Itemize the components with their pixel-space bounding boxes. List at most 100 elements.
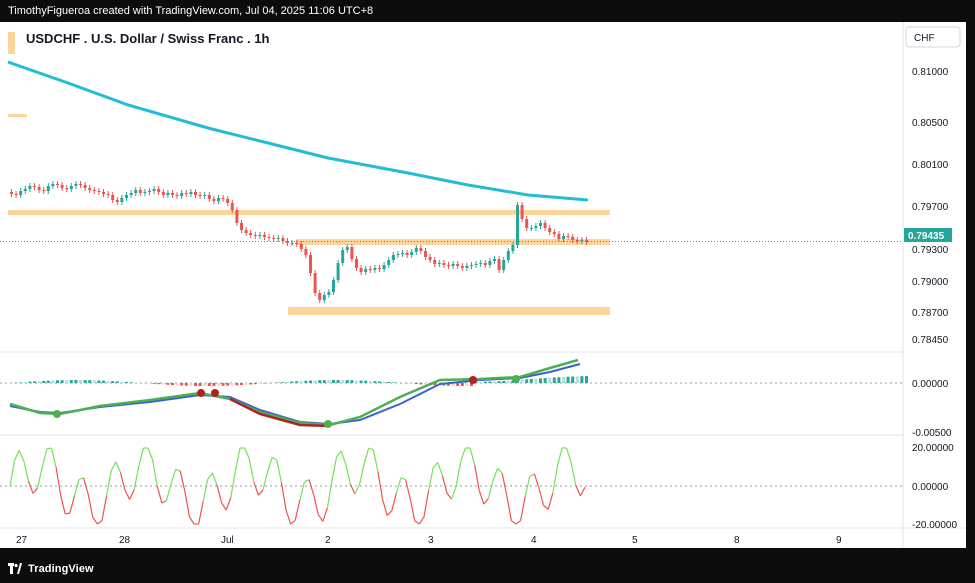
price-axis[interactable]: 0.81000 0.80500 0.80100 0.79700 0.79300 … <box>912 67 949 346</box>
macd-histogram-bar <box>244 383 248 385</box>
candle-body <box>65 188 69 189</box>
candle-body <box>189 192 193 194</box>
osc-segment <box>179 470 186 491</box>
osc-segment <box>423 490 430 517</box>
macd-histogram-bar <box>529 379 533 383</box>
candle-body <box>180 193 184 196</box>
candle-body <box>497 259 501 270</box>
candle-body <box>382 265 386 269</box>
candle-body <box>313 273 317 293</box>
macd-histogram-bar <box>37 381 41 383</box>
candle-body <box>148 191 151 192</box>
candle-body <box>391 255 395 260</box>
macd-histogram-bar <box>364 380 368 383</box>
macd-histogram-bar <box>534 378 538 383</box>
candle-body <box>157 189 161 192</box>
macd-histogram-bar <box>465 383 469 386</box>
macd-histogram-bar <box>493 381 496 383</box>
osc-segment <box>566 447 572 464</box>
osc-segment <box>60 494 66 515</box>
candle-body <box>253 235 257 236</box>
macd-histogram-bar <box>281 382 285 383</box>
footer-brand: TradingView <box>28 563 94 575</box>
candle-body <box>506 251 510 260</box>
macd-histogram-bar <box>456 383 460 386</box>
candle-body <box>359 268 363 272</box>
chart-area[interactable]: USDCHF . U.S. Dollar / Swiss Franc . 1h … <box>0 22 966 548</box>
price-tick: 0.78450 <box>912 335 949 346</box>
zone-rect <box>8 114 27 117</box>
time-axis[interactable]: 27 28 Jul 2 3 4 5 8 9 <box>16 535 842 546</box>
candle-body <box>373 268 377 270</box>
macd-histogram-bar <box>341 380 345 383</box>
macd-histogram-bar <box>120 381 124 383</box>
price-tick: 0.79300 <box>912 245 949 256</box>
current-price-label: 0.79435 <box>908 231 945 242</box>
osc-segment <box>538 488 545 506</box>
candle-body <box>424 251 427 257</box>
osc-segment <box>216 484 223 504</box>
candle-body <box>543 223 547 228</box>
candle-body <box>552 232 556 234</box>
candle-body <box>235 210 239 223</box>
macd-histogram-bar <box>161 383 165 385</box>
macd-histogram-bar <box>373 381 377 383</box>
osc-segment <box>202 479 209 502</box>
osc-segment <box>175 468 181 472</box>
candle-body <box>336 263 340 280</box>
osc-segment <box>129 489 135 500</box>
candle-body <box>161 192 165 195</box>
macd-histogram-bar <box>180 383 184 386</box>
tradingview-logo-icon <box>8 563 22 574</box>
macd-histogram-bar <box>433 383 437 386</box>
macd-histogram-bar <box>42 380 46 383</box>
candle-body <box>106 194 110 195</box>
candle-body <box>396 254 400 255</box>
candle-body <box>368 269 372 270</box>
macd-histogram-bar <box>566 376 570 383</box>
osc-segment <box>280 482 287 510</box>
osc-segment <box>487 480 494 499</box>
macd-histogram-bar <box>368 380 372 383</box>
osc-segment <box>18 450 25 462</box>
osc-segment <box>115 461 121 473</box>
candle-body <box>327 292 331 295</box>
cross-marker <box>53 410 61 418</box>
candle-body <box>184 193 188 194</box>
candle-body <box>51 184 55 186</box>
candle-body <box>516 205 519 245</box>
candle-body <box>56 184 59 185</box>
macd-histogram-bar <box>299 381 303 383</box>
osc-segment <box>14 450 20 461</box>
osc-segment <box>497 467 503 474</box>
candle-body <box>520 205 524 219</box>
osc-segment <box>322 507 328 522</box>
osc-segment <box>161 500 167 504</box>
osc-segment <box>41 448 48 468</box>
macd-histogram-bar <box>194 383 197 386</box>
osc-segment <box>110 461 117 472</box>
osc-segment <box>354 484 361 495</box>
osc-segment <box>331 456 338 481</box>
candle-body <box>244 230 248 233</box>
osc-segment <box>198 501 204 525</box>
candle-body <box>88 188 92 190</box>
time-tick: 9 <box>836 535 842 546</box>
candle-body <box>502 260 506 270</box>
macd-histogram-bar <box>447 383 450 386</box>
macd-histogram-bar <box>203 383 207 386</box>
macd-histogram-bar <box>562 376 565 383</box>
osc-segment <box>27 480 34 494</box>
osc-segment <box>386 510 393 516</box>
osc-segment <box>336 450 342 458</box>
candle-body <box>571 237 575 240</box>
price-chart-canvas[interactable]: USDCHF . U.S. Dollar / Swiss Franc . 1h … <box>0 22 966 548</box>
osc-segment <box>340 450 347 465</box>
candle-body <box>125 195 128 198</box>
macd-histogram-bar <box>51 380 55 383</box>
osc-segment <box>313 494 319 515</box>
macd-histogram-bar <box>552 377 556 383</box>
candle-body <box>401 253 404 254</box>
candle-body <box>474 264 478 265</box>
currency-button[interactable]: CHF <box>905 26 961 48</box>
